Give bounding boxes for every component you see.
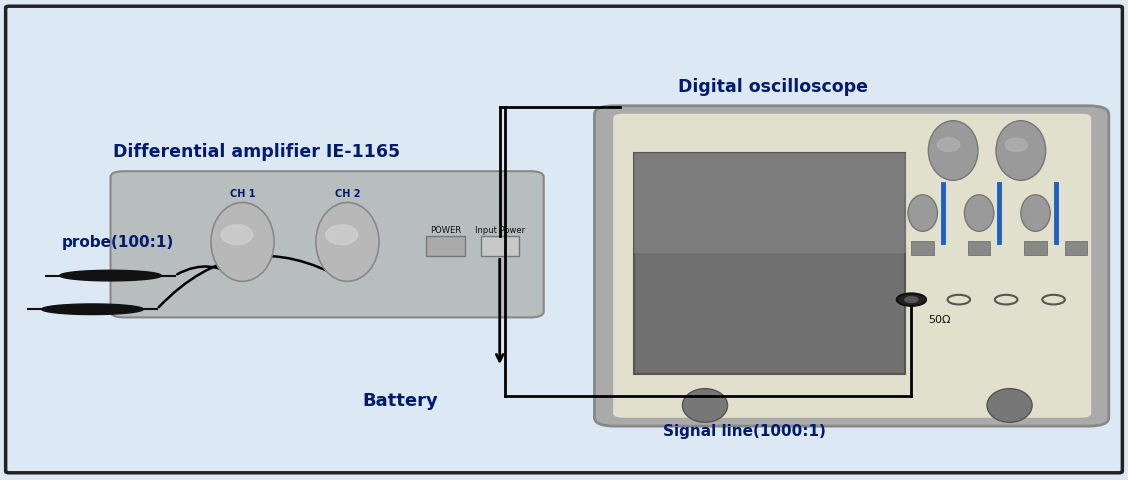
- Ellipse shape: [221, 226, 253, 245]
- Text: CH 1: CH 1: [230, 188, 255, 198]
- Ellipse shape: [928, 121, 978, 181]
- Ellipse shape: [996, 121, 1046, 181]
- Ellipse shape: [211, 203, 274, 282]
- Ellipse shape: [1005, 139, 1028, 152]
- Ellipse shape: [682, 389, 728, 422]
- Bar: [911, 242, 934, 255]
- Text: Battery: Battery: [362, 391, 439, 409]
- Text: Signal line(1000:1): Signal line(1000:1): [663, 423, 826, 438]
- Bar: [634, 154, 905, 253]
- Text: Differential amplifier IE-1165: Differential amplifier IE-1165: [113, 143, 400, 161]
- Ellipse shape: [908, 195, 937, 232]
- Bar: [634, 154, 905, 374]
- Text: POWER: POWER: [430, 225, 461, 234]
- Ellipse shape: [964, 195, 994, 232]
- Text: Digital oscilloscope: Digital oscilloscope: [678, 78, 867, 96]
- Ellipse shape: [1021, 195, 1050, 232]
- FancyBboxPatch shape: [6, 7, 1122, 473]
- FancyBboxPatch shape: [594, 107, 1109, 426]
- FancyBboxPatch shape: [613, 114, 1092, 419]
- FancyBboxPatch shape: [111, 172, 544, 318]
- Ellipse shape: [316, 203, 379, 282]
- Text: 50Ω: 50Ω: [928, 314, 951, 324]
- Text: probe(100:1): probe(100:1): [62, 235, 175, 250]
- Circle shape: [905, 297, 918, 303]
- Ellipse shape: [326, 226, 358, 245]
- Bar: [1024, 242, 1047, 255]
- Circle shape: [897, 294, 926, 306]
- Polygon shape: [42, 304, 143, 315]
- Text: CH 2: CH 2: [335, 188, 360, 198]
- Bar: [426, 237, 465, 257]
- Bar: [968, 242, 990, 255]
- Bar: [1065, 242, 1087, 255]
- Ellipse shape: [987, 389, 1032, 422]
- Ellipse shape: [937, 139, 960, 152]
- Text: Input Power: Input Power: [475, 225, 525, 234]
- Polygon shape: [60, 271, 161, 281]
- Bar: [481, 237, 519, 257]
